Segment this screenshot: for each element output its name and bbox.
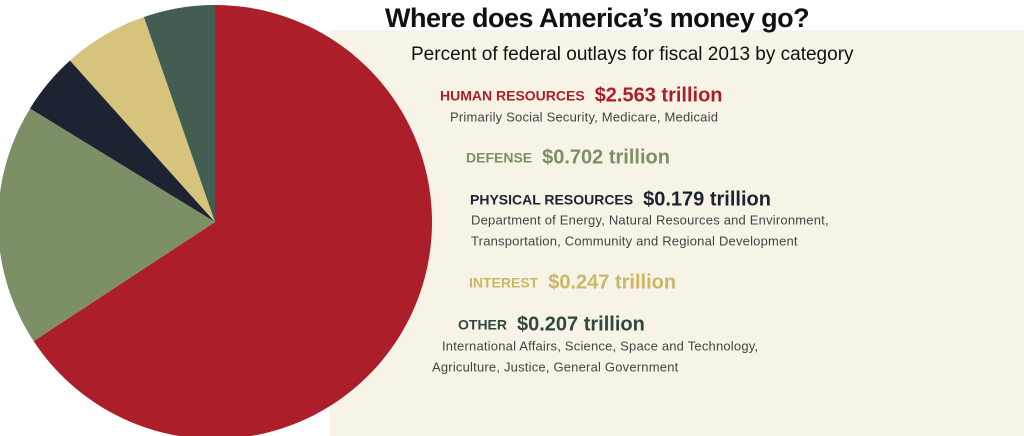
category-description: International Affairs, Science, Space an…	[442, 338, 758, 353]
pie-slice	[0, 108, 215, 342]
pie-slice	[69, 16, 216, 223]
category-description: Department of Energy, Natural Resources …	[471, 212, 829, 227]
category-label: INTEREST	[469, 275, 539, 291]
pie	[0, 5, 432, 436]
category-description: Primarily Social Security, Medicare, Med…	[450, 109, 718, 124]
category-label: PHYSICAL RESOURCES	[470, 192, 633, 208]
value-label: $0.702 trillion	[542, 146, 670, 168]
category-description: Agriculture, Justice, General Government	[432, 359, 679, 374]
value-label: $0.207 trillion	[517, 313, 645, 335]
value-label: $0.247 trillion	[548, 271, 676, 293]
legend: HUMAN RESOURCES $2.563 trillion Primarily …	[432, 84, 829, 374]
pie-slice	[33, 5, 432, 436]
category-label: OTHER	[458, 317, 507, 333]
pie-slice	[143, 5, 215, 222]
value-label: $0.179 trillion	[643, 188, 771, 210]
category-label: DEFENSE	[466, 150, 532, 166]
value-label: $2.563 trillion	[595, 84, 723, 106]
category-description: Transportation, Community and Regional D…	[471, 233, 798, 248]
chart-subtitle: Percent of federal outlays for fiscal 20…	[411, 44, 854, 65]
background-panel	[330, 30, 1024, 436]
chart-title: Where does America’s money go?	[385, 3, 809, 33]
category-label: HUMAN RESOURCES	[440, 88, 585, 104]
pie-slice	[30, 60, 215, 222]
